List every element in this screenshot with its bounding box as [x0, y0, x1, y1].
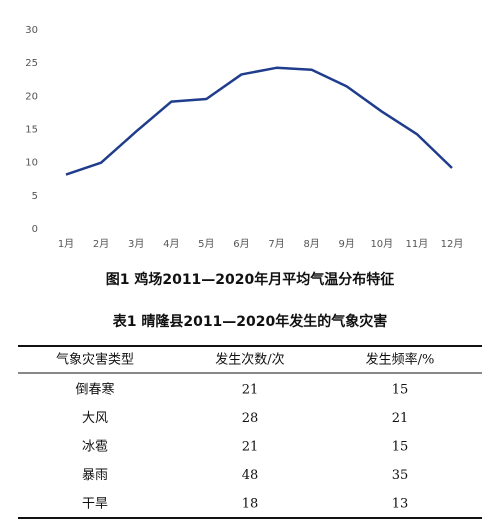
table-cell: 干旱: [82, 497, 108, 512]
table-cell: 21: [392, 411, 409, 426]
x-tick-label: 1月: [58, 238, 74, 250]
table-title: 表1 晴隆县2011—2020年发生的气象灾害: [112, 313, 388, 330]
y-tick-label: 10: [25, 158, 38, 169]
table-cell: 18: [242, 497, 259, 512]
table-cell: 13: [392, 497, 409, 512]
table-header-cell: 发生次数/次: [215, 352, 284, 368]
x-tick-label: 11月: [406, 238, 429, 250]
y-tick-label: 0: [32, 224, 38, 235]
table-cell: 28: [242, 411, 259, 426]
x-tick-label: 5月: [198, 238, 214, 250]
table-cell: 倒春寒: [75, 382, 114, 398]
table-cell: 48: [242, 468, 259, 483]
table-cell: 21: [242, 440, 259, 455]
y-tick-label: 30: [25, 25, 38, 36]
y-tick-label: 25: [25, 58, 38, 69]
x-tick-label: 7月: [268, 238, 284, 250]
table-cell: 大风: [82, 411, 108, 426]
x-tick-label: 10月: [370, 238, 393, 250]
x-tick-label: 9月: [339, 238, 355, 250]
table-header-cell: 气象灾害类型: [56, 352, 134, 368]
table-cell: 15: [392, 383, 409, 398]
x-tick-label: 6月: [233, 238, 249, 250]
figure-caption: 图1 鸡场2011—2020年月平均气温分布特征: [106, 271, 395, 288]
y-tick-label: 15: [25, 125, 38, 136]
x-tick-label: 8月: [303, 238, 319, 250]
x-tick-label: 3月: [128, 238, 144, 250]
x-tick-label: 2月: [93, 238, 109, 250]
table-header-cell: 发生频率/%: [366, 352, 435, 368]
y-tick-label: 5: [32, 191, 38, 202]
line: [65, 66, 453, 176]
x-tick-label: 4月: [163, 238, 179, 250]
table-cell: 15: [392, 440, 409, 455]
y-tick-label: 20: [25, 91, 38, 102]
table-cell: 35: [392, 468, 409, 483]
table-cell: 暴雨: [82, 468, 108, 483]
table-cell: 冰雹: [82, 440, 108, 455]
table-cell: 21: [242, 383, 259, 398]
x-tick-label: 12月: [441, 238, 464, 250]
